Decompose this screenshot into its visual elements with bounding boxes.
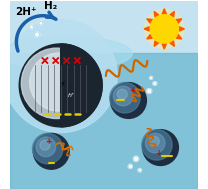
Circle shape — [145, 9, 184, 49]
Polygon shape — [154, 11, 159, 17]
Text: h⁺: h⁺ — [67, 93, 75, 98]
Circle shape — [19, 44, 102, 127]
Circle shape — [113, 86, 133, 106]
Polygon shape — [154, 41, 159, 46]
Circle shape — [110, 83, 140, 113]
Polygon shape — [176, 35, 182, 39]
Polygon shape — [162, 44, 166, 49]
Polygon shape — [162, 9, 166, 14]
Circle shape — [117, 89, 127, 99]
Circle shape — [150, 76, 153, 79]
Polygon shape — [147, 35, 152, 39]
Circle shape — [145, 133, 165, 153]
Polygon shape — [147, 19, 152, 23]
Circle shape — [153, 82, 157, 85]
Polygon shape — [170, 41, 174, 46]
Text: 2H⁺: 2H⁺ — [15, 7, 37, 17]
Circle shape — [111, 83, 146, 118]
Circle shape — [150, 15, 178, 43]
Bar — [10, 53, 198, 189]
Text: H₂: H₂ — [44, 1, 57, 11]
Ellipse shape — [0, 36, 132, 70]
Circle shape — [138, 168, 141, 172]
Circle shape — [128, 164, 132, 168]
Circle shape — [30, 53, 88, 111]
Text: +: + — [46, 137, 52, 146]
Text: +: + — [129, 86, 135, 95]
Circle shape — [147, 89, 152, 94]
Text: ⚡: ⚡ — [60, 79, 66, 88]
Circle shape — [35, 32, 40, 37]
Polygon shape — [170, 11, 174, 17]
Circle shape — [29, 25, 33, 29]
Circle shape — [39, 21, 43, 25]
Text: +: + — [156, 149, 162, 158]
Circle shape — [36, 137, 56, 157]
Circle shape — [32, 133, 63, 164]
Polygon shape — [144, 27, 149, 31]
Wedge shape — [61, 44, 102, 127]
Polygon shape — [176, 19, 182, 23]
Circle shape — [21, 48, 92, 119]
Circle shape — [40, 140, 50, 150]
Circle shape — [142, 130, 172, 160]
Circle shape — [149, 136, 159, 146]
Polygon shape — [179, 27, 184, 31]
Circle shape — [4, 19, 117, 132]
Circle shape — [133, 156, 139, 161]
Circle shape — [150, 15, 178, 43]
Circle shape — [33, 133, 69, 169]
Circle shape — [143, 130, 178, 165]
